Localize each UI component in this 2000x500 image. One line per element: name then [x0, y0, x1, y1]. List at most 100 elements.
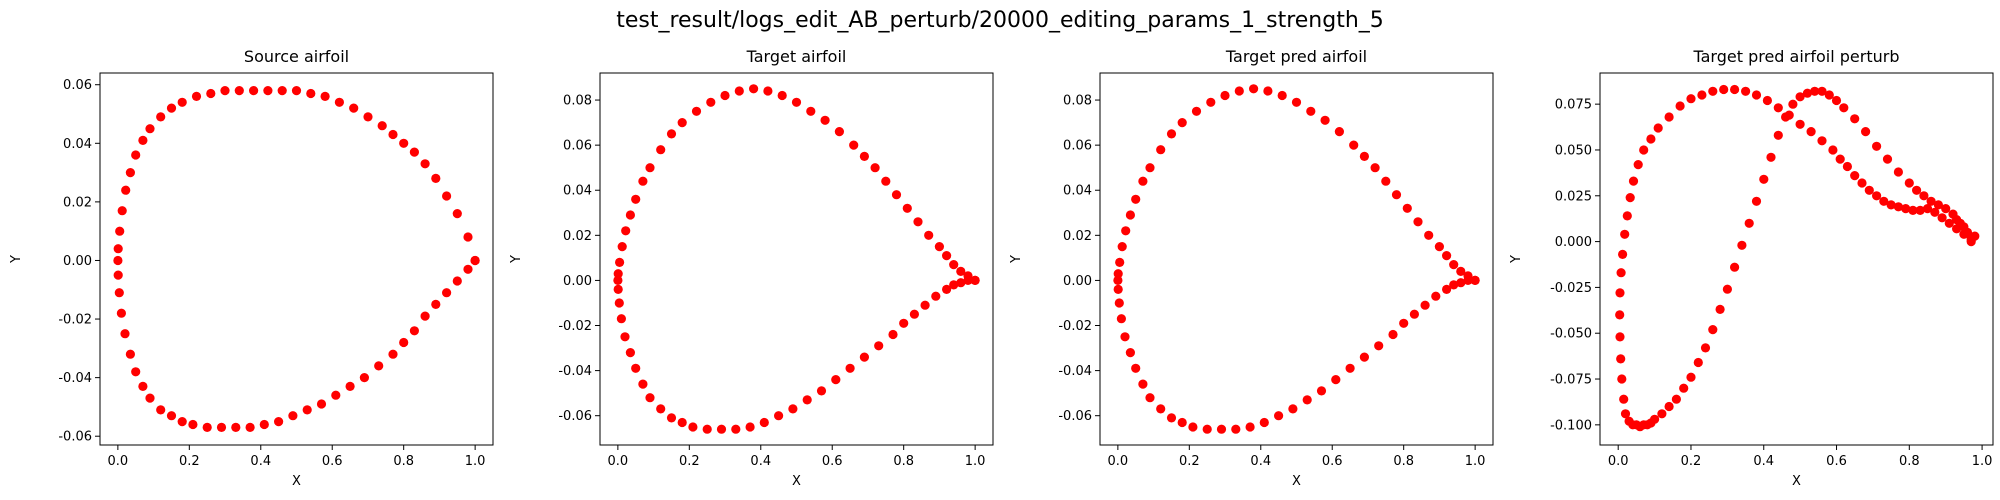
data-point — [734, 86, 744, 96]
data-point — [1806, 127, 1816, 137]
axes-frame — [99, 72, 494, 446]
y-axis-label: Y — [9, 255, 24, 264]
y-tick-label: -0.06 — [58, 430, 92, 445]
data-point — [1671, 394, 1681, 404]
data-point — [1345, 363, 1355, 373]
data-point — [749, 84, 759, 94]
x-tick-label: 0.0 — [608, 454, 629, 469]
data-point — [156, 405, 166, 415]
x-tick-label: 0.4 — [1753, 454, 1774, 469]
data-point — [1334, 127, 1344, 137]
data-point — [1708, 325, 1718, 335]
data-point — [1442, 251, 1452, 261]
data-point — [1904, 178, 1914, 188]
data-point — [121, 185, 131, 195]
data-point — [645, 393, 655, 403]
data-point — [913, 217, 923, 227]
data-point — [1320, 115, 1330, 125]
data-point — [1619, 394, 1629, 404]
data-point — [638, 176, 648, 186]
data-point — [1795, 119, 1805, 129]
data-point — [274, 417, 284, 427]
y-tick-label: 0.08 — [1063, 94, 1092, 109]
data-point — [1933, 200, 1943, 210]
data-point — [1944, 218, 1954, 228]
figure-suptitle: test_result/logs_edit_AB_perturb/20000_e… — [616, 8, 1384, 33]
data-point — [188, 419, 198, 430]
data-point — [834, 127, 845, 137]
data-point — [1424, 230, 1434, 240]
y-tick-label: -0.06 — [1058, 409, 1092, 424]
data-point — [1886, 200, 1896, 210]
data-point — [1113, 275, 1123, 285]
data-point — [1618, 249, 1628, 259]
data-point — [1420, 300, 1430, 310]
data-point — [656, 404, 666, 414]
x-tick-label: 0.2 — [1681, 454, 1702, 469]
y-tick-label: 0.050 — [1555, 143, 1592, 158]
data-point — [806, 106, 816, 116]
y-tick-label: 0.02 — [563, 229, 592, 244]
data-point — [377, 121, 387, 131]
data-point — [1463, 275, 1473, 285]
data-point — [259, 419, 269, 430]
y-tick-label: 0.025 — [1555, 189, 1592, 204]
data-point — [716, 424, 727, 434]
data-point — [891, 190, 902, 200]
data-point — [249, 86, 259, 96]
data-point — [931, 291, 941, 301]
data-point — [1620, 229, 1630, 239]
data-point — [1249, 84, 1259, 94]
data-point — [1202, 424, 1212, 434]
data-point — [1259, 417, 1269, 428]
data-point — [677, 118, 687, 128]
data-point — [431, 173, 441, 183]
data-point — [452, 209, 462, 219]
data-point — [1948, 209, 1958, 219]
data-point — [1751, 90, 1762, 100]
data-point — [934, 242, 945, 252]
data-point — [442, 191, 452, 201]
data-point — [614, 298, 624, 308]
data-point — [1470, 275, 1480, 285]
data-point — [1893, 167, 1903, 177]
data-point — [1730, 262, 1740, 272]
data-point — [206, 88, 216, 99]
y-tick-label: 0.04 — [1063, 184, 1092, 199]
data-point — [1686, 94, 1696, 104]
data-point — [1374, 341, 1384, 351]
data-point — [702, 424, 712, 434]
data-point — [1409, 309, 1419, 319]
data-point — [145, 124, 155, 134]
data-point — [956, 266, 966, 276]
x-tick-label: 0.4 — [750, 454, 771, 469]
data-point — [409, 147, 419, 157]
x-axis-label: X — [1792, 474, 1801, 489]
data-point — [177, 97, 187, 107]
data-point — [1864, 185, 1874, 195]
data-point — [1117, 242, 1127, 252]
data-point — [666, 129, 677, 139]
y-tick-label: 0.00 — [1063, 274, 1092, 289]
data-point — [125, 168, 135, 178]
data-point — [1277, 90, 1287, 101]
data-point — [688, 422, 698, 432]
data-point — [363, 112, 373, 122]
data-point — [1839, 103, 1849, 113]
data-point — [1113, 284, 1123, 294]
y-axis-label: Y — [1509, 255, 1524, 264]
y-tick-label: -0.100 — [1550, 418, 1592, 433]
x-tick-label: 0.4 — [1250, 454, 1271, 469]
data-point — [1646, 134, 1656, 144]
data-point — [1449, 260, 1459, 270]
data-point — [1686, 372, 1696, 382]
data-point — [114, 288, 124, 298]
data-point — [1620, 409, 1631, 419]
data-point — [1766, 152, 1776, 162]
data-point — [302, 405, 312, 415]
data-point — [1784, 110, 1794, 120]
data-point — [1810, 86, 1820, 96]
data-point — [1679, 383, 1689, 393]
y-tick-label: -0.04 — [58, 371, 92, 386]
